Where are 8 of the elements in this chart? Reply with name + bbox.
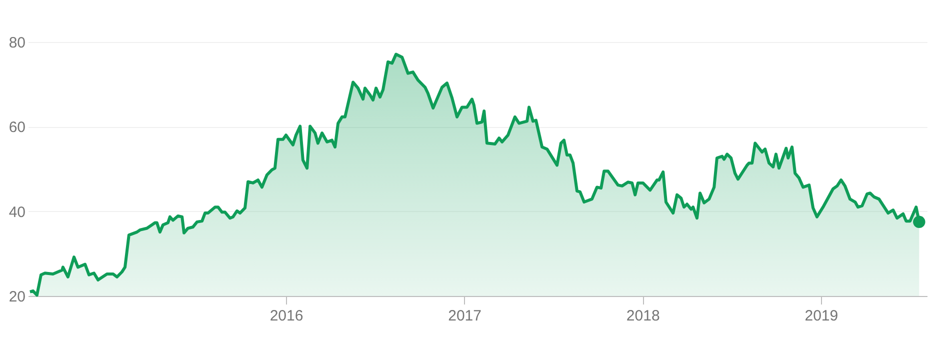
y-tick-label: 40 xyxy=(8,204,26,221)
x-tick-label: 2017 xyxy=(448,308,482,324)
y-tick-label: 20 xyxy=(8,288,26,306)
y-tick-label: 60 xyxy=(8,119,26,136)
y-tick-label: 80 xyxy=(8,34,26,52)
x-tick-label: 2016 xyxy=(270,308,304,324)
x-tick-label: 2018 xyxy=(626,308,660,324)
x-tick-label: 2019 xyxy=(804,308,838,324)
